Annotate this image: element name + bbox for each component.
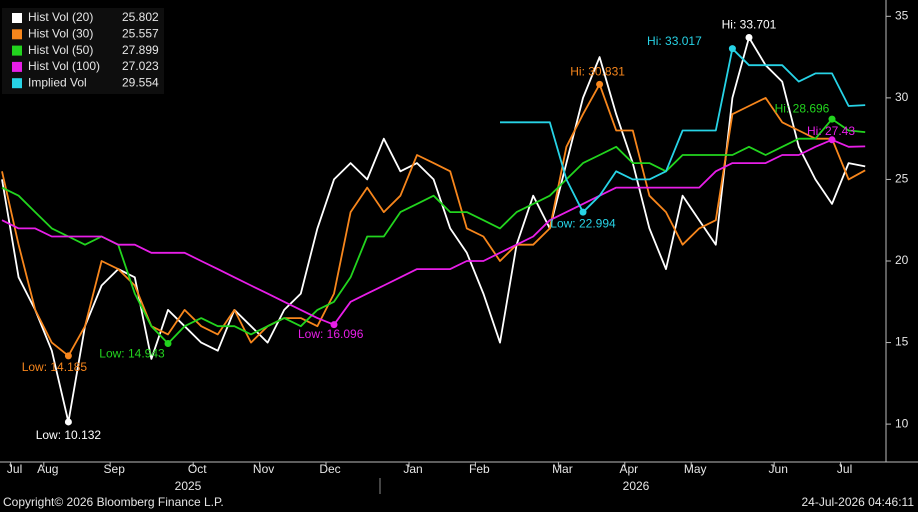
legend-label: Hist Vol (20) xyxy=(28,10,93,24)
extreme-marker xyxy=(164,339,172,347)
legend-swatch xyxy=(12,78,22,89)
footer-left: Copyright© 2026 Bloomberg Finance L.P. xyxy=(3,495,224,509)
extreme-marker xyxy=(579,208,587,216)
extreme-label: Hi: 30.831 xyxy=(570,64,625,78)
year-label: 2025 xyxy=(175,479,202,493)
legend-value: 29.554 xyxy=(122,75,159,89)
extreme-label: Low: 22.994 xyxy=(550,216,616,230)
extreme-label: Low: 10.132 xyxy=(36,428,102,442)
extreme-marker xyxy=(728,45,736,53)
x-tick-label: Jul xyxy=(7,462,22,476)
extreme-label: Low: 14.943 xyxy=(99,347,165,361)
extreme-marker xyxy=(596,80,604,88)
footer-right: 24-Jul-2026 04:46:11 xyxy=(801,495,914,509)
legend-value: 25.557 xyxy=(122,26,159,40)
legend-swatch xyxy=(12,45,22,56)
extreme-label: Hi: 33.701 xyxy=(722,18,777,32)
legend-box xyxy=(2,8,164,94)
extreme-marker xyxy=(828,136,836,144)
x-tick-label: Jun xyxy=(769,462,788,476)
series-line xyxy=(500,47,866,214)
y-tick-label: 10 xyxy=(895,416,909,430)
legend-swatch xyxy=(12,61,22,72)
x-tick-label: Jul xyxy=(837,462,852,476)
extreme-label: Hi: 33.017 xyxy=(647,34,702,48)
legend-label: Hist Vol (100) xyxy=(28,59,100,73)
extreme-label: Hi: 27.43 xyxy=(807,124,855,138)
x-tick-label: Sep xyxy=(104,462,126,476)
series-line xyxy=(1,118,866,345)
y-tick-label: 30 xyxy=(895,90,909,104)
legend-swatch xyxy=(12,29,22,40)
legend-value: 27.023 xyxy=(122,59,159,73)
y-tick-label: 20 xyxy=(895,253,909,267)
x-tick-label: May xyxy=(684,462,707,476)
x-tick-label: Mar xyxy=(552,462,573,476)
year-label: 2026 xyxy=(623,479,650,493)
x-tick-label: Aug xyxy=(37,462,58,476)
y-tick-label: 15 xyxy=(895,335,909,349)
legend-label: Implied Vol xyxy=(28,75,87,89)
series-line xyxy=(1,83,866,357)
extreme-label: Low: 14.185 xyxy=(22,360,88,374)
legend-value: 25.802 xyxy=(122,10,159,24)
extreme-marker xyxy=(330,321,338,329)
extreme-label: Low: 16.096 xyxy=(298,327,364,341)
y-tick-label: 25 xyxy=(895,172,909,186)
series-line xyxy=(1,36,866,423)
extreme-marker xyxy=(64,418,72,426)
extreme-marker xyxy=(745,34,753,42)
extreme-marker xyxy=(64,352,72,360)
x-tick-label: Jan xyxy=(403,462,422,476)
extreme-marker xyxy=(828,115,836,123)
x-tick-label: Apr xyxy=(619,462,638,476)
legend-label: Hist Vol (30) xyxy=(28,26,93,40)
y-tick-label: 35 xyxy=(895,8,909,22)
extreme-label: Hi: 28.696 xyxy=(775,101,830,115)
legend-label: Hist Vol (50) xyxy=(28,43,93,57)
x-tick-label: Dec xyxy=(319,462,340,476)
legend-swatch xyxy=(12,13,22,23)
x-tick-label: Nov xyxy=(253,462,274,476)
legend-value: 27.899 xyxy=(122,43,159,57)
series-line xyxy=(1,138,866,326)
x-tick-label: Feb xyxy=(469,462,490,476)
x-tick-label: Oct xyxy=(188,462,207,476)
